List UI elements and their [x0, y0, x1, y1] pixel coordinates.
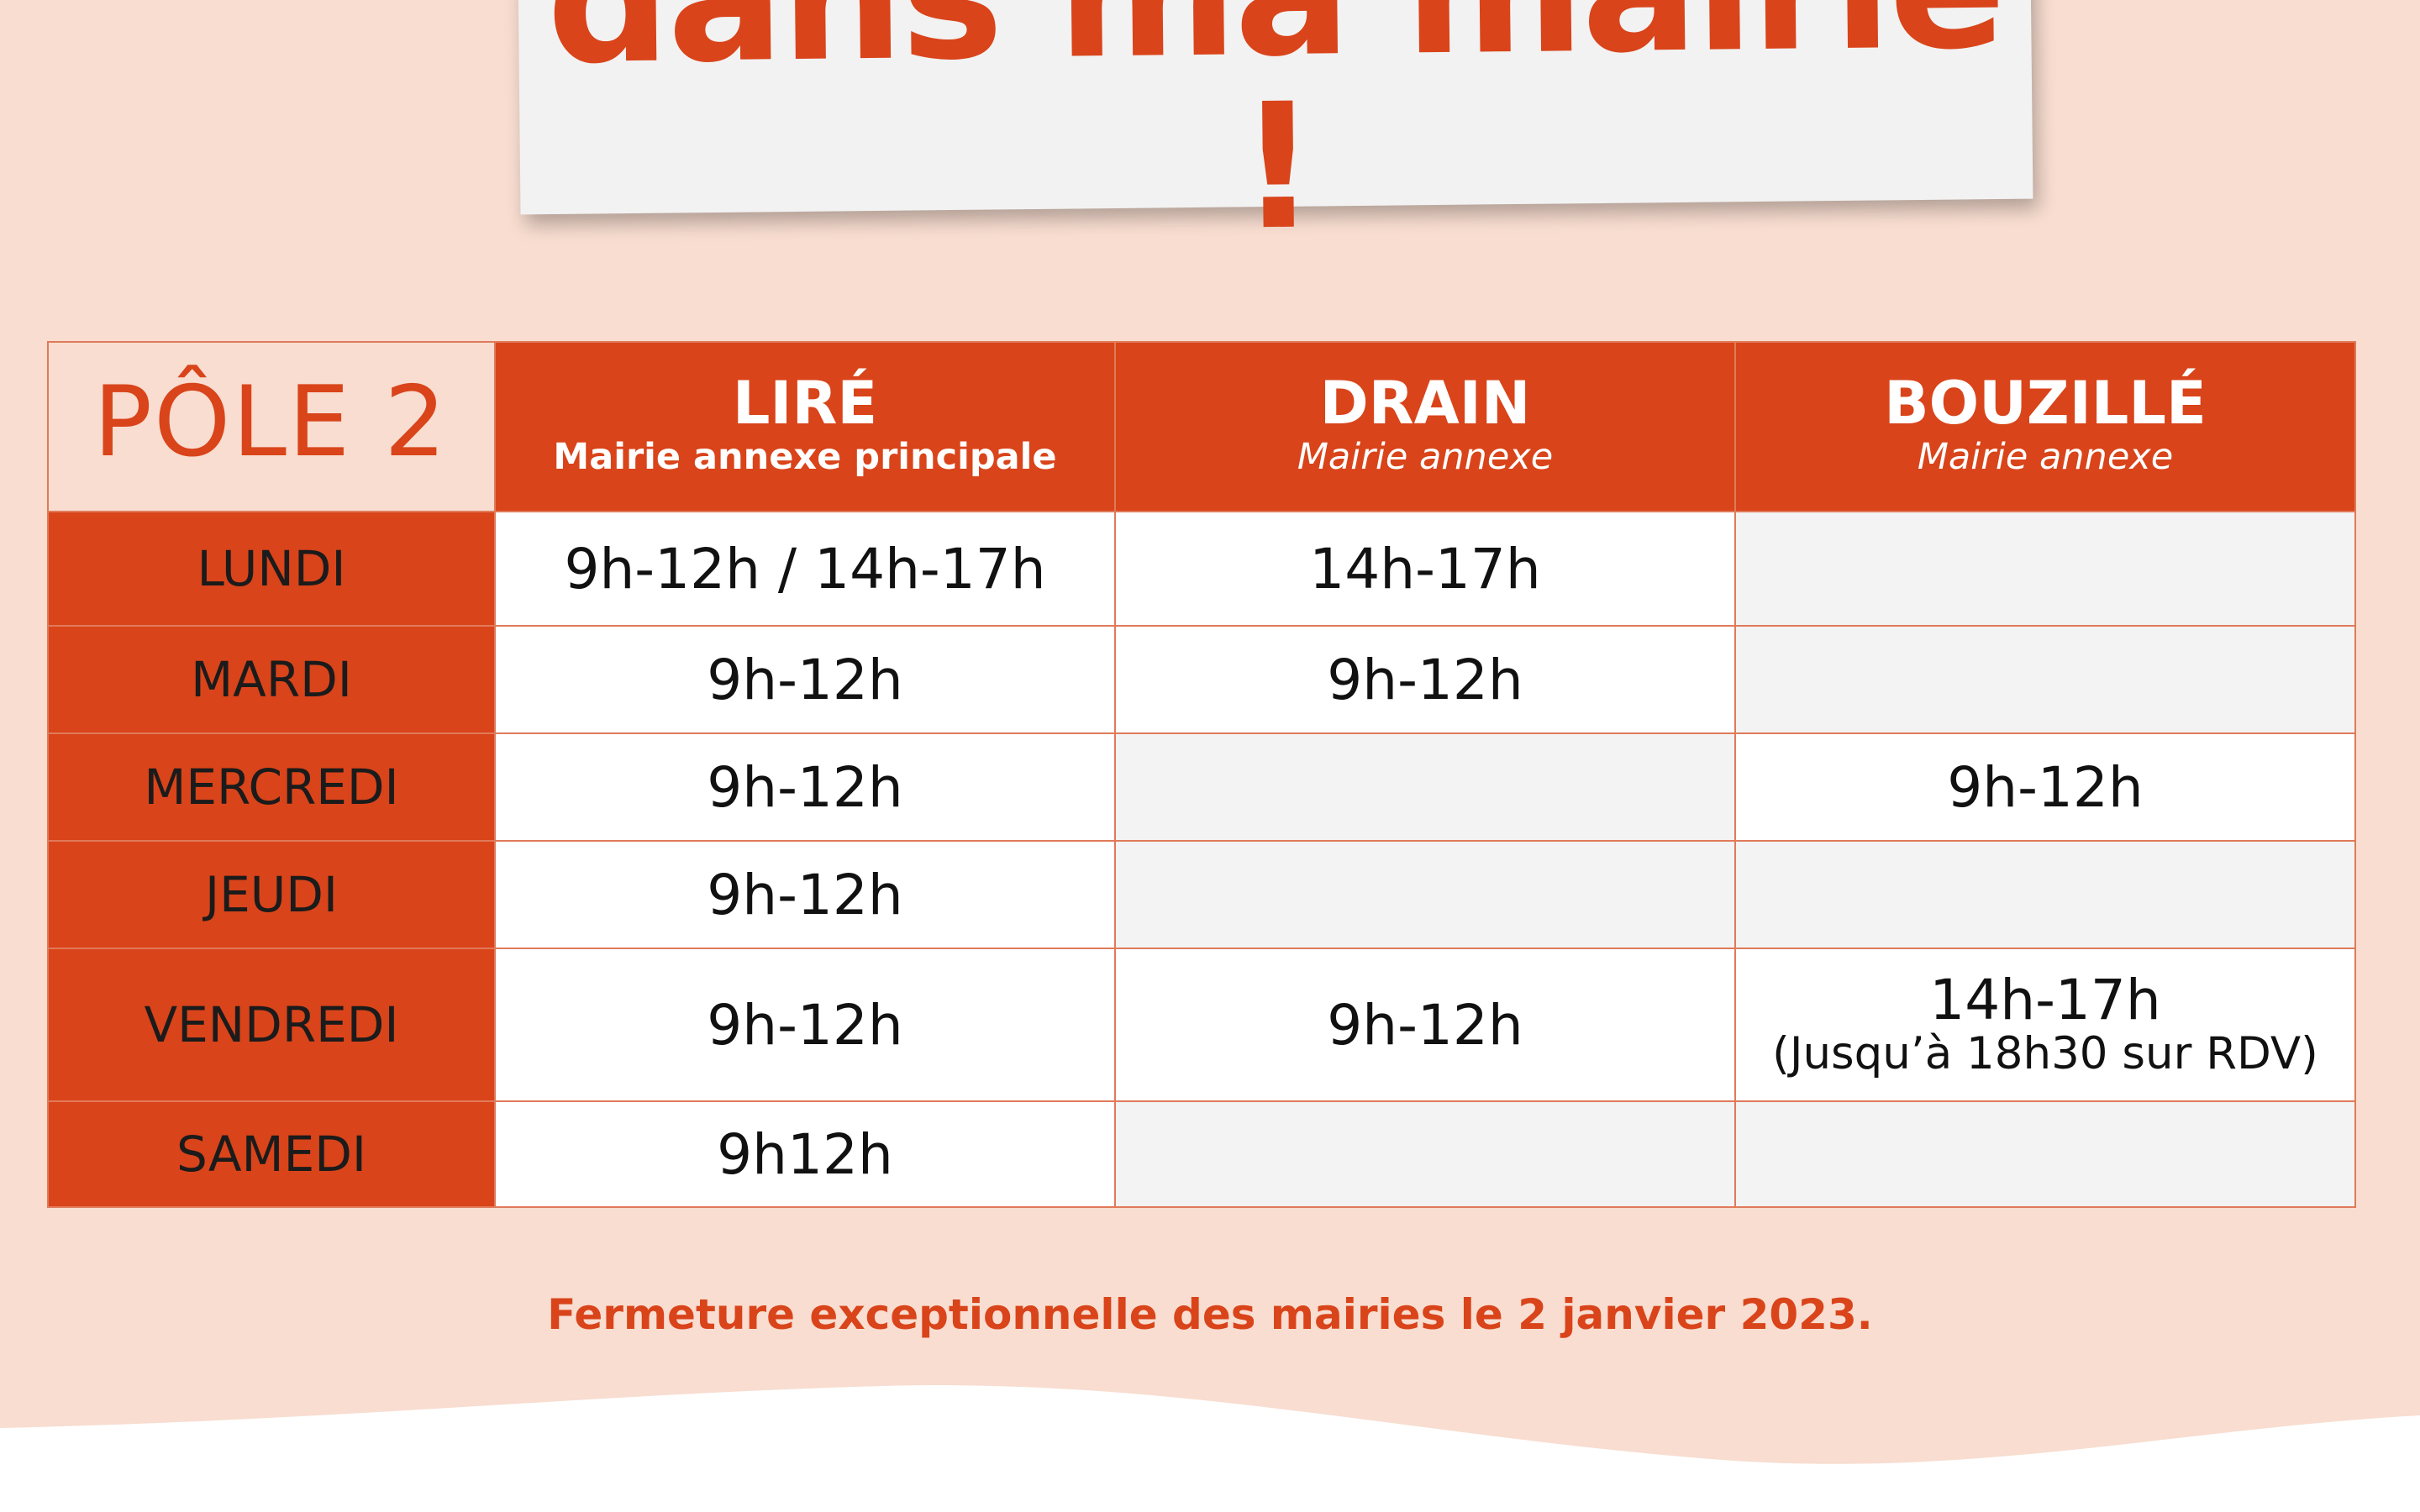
column-name: BOUZILLÉ: [1736, 373, 2354, 435]
day-label: LUNDI: [48, 512, 495, 626]
hours-cell: 9h-12h: [1735, 733, 2355, 841]
hours-cell: 14h-17h (Jusqu’à 18h30 sur RDV): [1735, 948, 2355, 1101]
hours-cell: 9h-12h: [1115, 948, 1735, 1101]
hours-cell-empty: [1115, 733, 1735, 841]
column-subtitle: Mairie annexe: [1116, 435, 1734, 480]
closure-notice: Fermeture exceptionnelle des mairies le …: [0, 1290, 2420, 1339]
day-label: VENDREDI: [48, 948, 495, 1101]
hours-cell-empty: [1115, 841, 1735, 948]
hours-cell-empty: [1735, 512, 2355, 626]
hours-cell: 9h-12h: [495, 626, 1115, 733]
column-header-lire: LIRÉ Mairie annexe principale: [495, 342, 1115, 512]
hours-cell-empty: [1115, 1101, 1735, 1207]
column-name: DRAIN: [1116, 373, 1734, 435]
hours-cell: 9h-12h: [495, 841, 1115, 948]
column-subtitle: Mairie annexe principale: [496, 435, 1114, 480]
table-corner: [48, 342, 495, 512]
table-row: MERCREDI 9h-12h 9h-12h: [48, 733, 2355, 841]
table-header-row: LIRÉ Mairie annexe principale DRAIN Mair…: [48, 342, 2355, 512]
hours-cell-empty: [1735, 841, 2355, 948]
hours-cell-empty: [1735, 626, 2355, 733]
column-name: LIRÉ: [496, 373, 1114, 435]
day-label: MARDI: [48, 626, 495, 733]
table-row: JEUDI 9h-12h: [48, 841, 2355, 948]
day-label: MERCREDI: [48, 733, 495, 841]
hours-cell: 9h-12h: [495, 733, 1115, 841]
column-header-drain: DRAIN Mairie annexe: [1115, 342, 1735, 512]
hours-cell: 9h-12h: [1115, 626, 1735, 733]
hours-cell: 9h-12h: [495, 948, 1115, 1101]
table-row: MARDI 9h-12h 9h-12h: [48, 626, 2355, 733]
table-row: LUNDI 9h-12h / 14h-17h 14h-17h: [48, 512, 2355, 626]
table-row: VENDREDI 9h-12h 9h-12h 14h-17h (Jusqu’à …: [48, 948, 2355, 1101]
title-card: dans ma mairie !: [518, 0, 2033, 214]
hours-cell-note: (Jusqu’à 18h30 sur RDV): [1736, 1030, 2354, 1079]
hours-cell-main: 14h-17h: [1736, 971, 2354, 1029]
day-label: JEUDI: [48, 841, 495, 948]
table-row: SAMEDI 9h12h: [48, 1101, 2355, 1207]
column-header-bouzille: BOUZILLÉ Mairie annexe: [1735, 342, 2355, 512]
hours-cell: 9h12h: [495, 1101, 1115, 1207]
hours-cell: 9h-12h / 14h-17h: [495, 512, 1115, 626]
page-title: dans ma mairie !: [518, 0, 2033, 261]
day-label: SAMEDI: [48, 1101, 495, 1207]
hours-cell-empty: [1735, 1101, 2355, 1207]
opening-hours-table: LIRÉ Mairie annexe principale DRAIN Mair…: [47, 341, 2356, 1208]
column-subtitle: Mairie annexe: [1736, 435, 2354, 480]
hours-cell: 14h-17h: [1115, 512, 1735, 626]
